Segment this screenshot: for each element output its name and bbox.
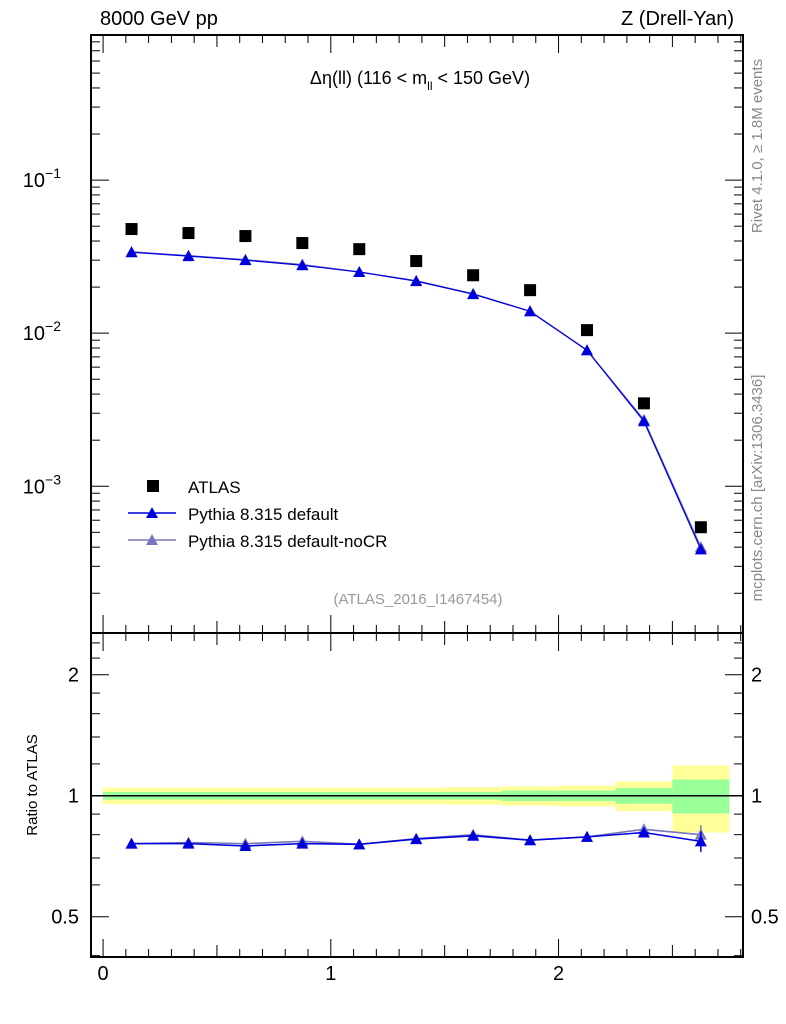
series-point-1 <box>410 275 423 287</box>
series-point-1 <box>467 288 480 300</box>
ratio-point-1 <box>125 837 138 849</box>
atlas-data-point <box>410 255 423 268</box>
legend-marker-atlas <box>147 480 159 492</box>
ratio-band-stat <box>672 779 730 814</box>
analysis-tag: (ATLAS_2016_I1467454) <box>333 591 502 608</box>
mcplots-label: mcplots.cern.ch [arXiv:1306.3436] <box>749 375 766 602</box>
ratio-point-1 <box>467 829 480 841</box>
ratio-point-1 <box>581 830 594 842</box>
ratio-y-tick-label-left: 1 <box>68 786 79 808</box>
rivet-label: Rivet 4.1.0, ≥ 1.8M events <box>749 59 766 233</box>
atlas-data-point <box>353 243 366 256</box>
series-line-2 <box>131 251 702 548</box>
ratio-point-1 <box>410 833 423 845</box>
y-tick-label: 10−2 <box>23 318 61 345</box>
ratio-point-1 <box>524 834 537 846</box>
x-tick-label: 0 <box>98 963 109 985</box>
atlas-data-point <box>524 284 537 297</box>
ratio-y-tick-label-right: 0.5 <box>751 907 779 929</box>
atlas-data-point <box>125 223 138 236</box>
series-point-1 <box>524 305 537 317</box>
x-tick-label: 2 <box>553 963 564 985</box>
atlas-data-point <box>467 269 480 282</box>
ratio-y-tick-label-left: 2 <box>68 665 79 687</box>
legend-label: Pythia 8.315 default <box>188 505 339 524</box>
legend-marker <box>146 507 158 518</box>
header-left: 8000 GeV pp <box>100 8 218 30</box>
legend-marker <box>146 534 158 545</box>
ratio-point-1 <box>637 826 650 838</box>
ratio-point-1 <box>296 837 309 849</box>
series-point-1 <box>125 246 138 258</box>
atlas-data-point <box>581 324 594 337</box>
series-point-1 <box>581 344 594 356</box>
ratio-y-tick-label-left: 0.5 <box>51 907 79 929</box>
atlas-data-point <box>296 237 309 250</box>
ratio-point-1 <box>694 835 707 847</box>
ratio-y-axis-label: Ratio to ATLAS <box>24 734 41 835</box>
y-tick-label: 10−1 <box>23 165 61 192</box>
ratio-point-1 <box>239 839 252 851</box>
ratio-y-tick-label-right: 1 <box>751 786 762 808</box>
chart-title: Δη(ll) (116 < mll < 150 GeV) <box>310 68 530 93</box>
ratio-point-1 <box>182 837 195 849</box>
atlas-data-point <box>239 230 252 243</box>
ratio-y-tick-label-right: 2 <box>751 665 762 687</box>
series-point-1 <box>182 250 195 262</box>
header-right: Z (Drell-Yan) <box>621 8 734 30</box>
series-point-1 <box>296 259 309 271</box>
legend-label: ATLAS <box>188 478 241 497</box>
series-point-1 <box>637 415 650 427</box>
series-point-1 <box>353 266 366 278</box>
series-point-1 <box>694 543 707 555</box>
legend-label: Pythia 8.315 default-noCR <box>188 532 387 551</box>
y-tick-label: 10−3 <box>23 471 61 498</box>
ratio-frame <box>90 632 744 958</box>
series-point-1 <box>239 254 252 266</box>
atlas-data-point <box>694 521 707 534</box>
atlas-data-point <box>182 227 195 240</box>
atlas-data-point <box>637 397 650 410</box>
x-tick-label: 1 <box>325 963 336 985</box>
ratio-point-1 <box>353 838 366 850</box>
